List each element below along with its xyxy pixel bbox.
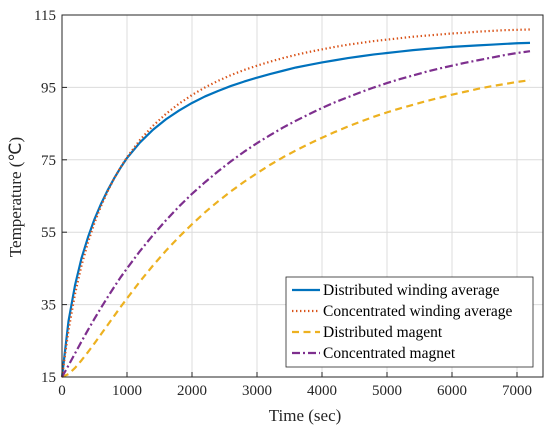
series-line-3 <box>61 79 531 379</box>
legend-entry-label: Distributed winding average <box>323 282 500 299</box>
y-tick-label: 15 <box>41 370 56 386</box>
y-tick-label: 75 <box>41 153 56 169</box>
axis-ticks: 0 1000 2000 3000 4000 5000 6000 7000 15 35 55 75 95 1… <box>34 8 532 399</box>
x-tick-label: 6000 <box>437 383 467 399</box>
legend: Distributed winding average Concentrated … <box>285 276 534 368</box>
y-tick-label: 35 <box>41 298 56 314</box>
x-tick-label: 2000 <box>177 383 207 399</box>
x-tick-label: 4000 <box>307 383 337 399</box>
x-tick-label: 7000 <box>502 383 532 399</box>
legend-entry-label: Concentrated magnet <box>323 345 456 362</box>
legend-box <box>285 276 534 368</box>
x-tick-label: 1000 <box>112 383 142 399</box>
x-tick-label: 3000 <box>242 383 272 399</box>
series-line-4 <box>61 50 531 378</box>
x-axis-label: Time (sec) <box>269 406 342 425</box>
legend-entry-label: Concentrated winding average <box>323 303 512 320</box>
plot-frame <box>61 14 544 378</box>
y-tick-label: 115 <box>34 8 56 24</box>
series-lines <box>60 28 531 379</box>
x-tick-label: 0 <box>58 383 66 399</box>
series-line-1 <box>60 41 531 378</box>
series-line-2 <box>60 28 531 378</box>
x-tick-label: 5000 <box>372 383 402 399</box>
y-tick-label: 55 <box>41 225 56 241</box>
y-axis-label: Temperature (℃) <box>6 137 25 257</box>
legend-entry-label: Distributed magent <box>323 324 443 341</box>
y-tick-label: 95 <box>41 80 56 96</box>
